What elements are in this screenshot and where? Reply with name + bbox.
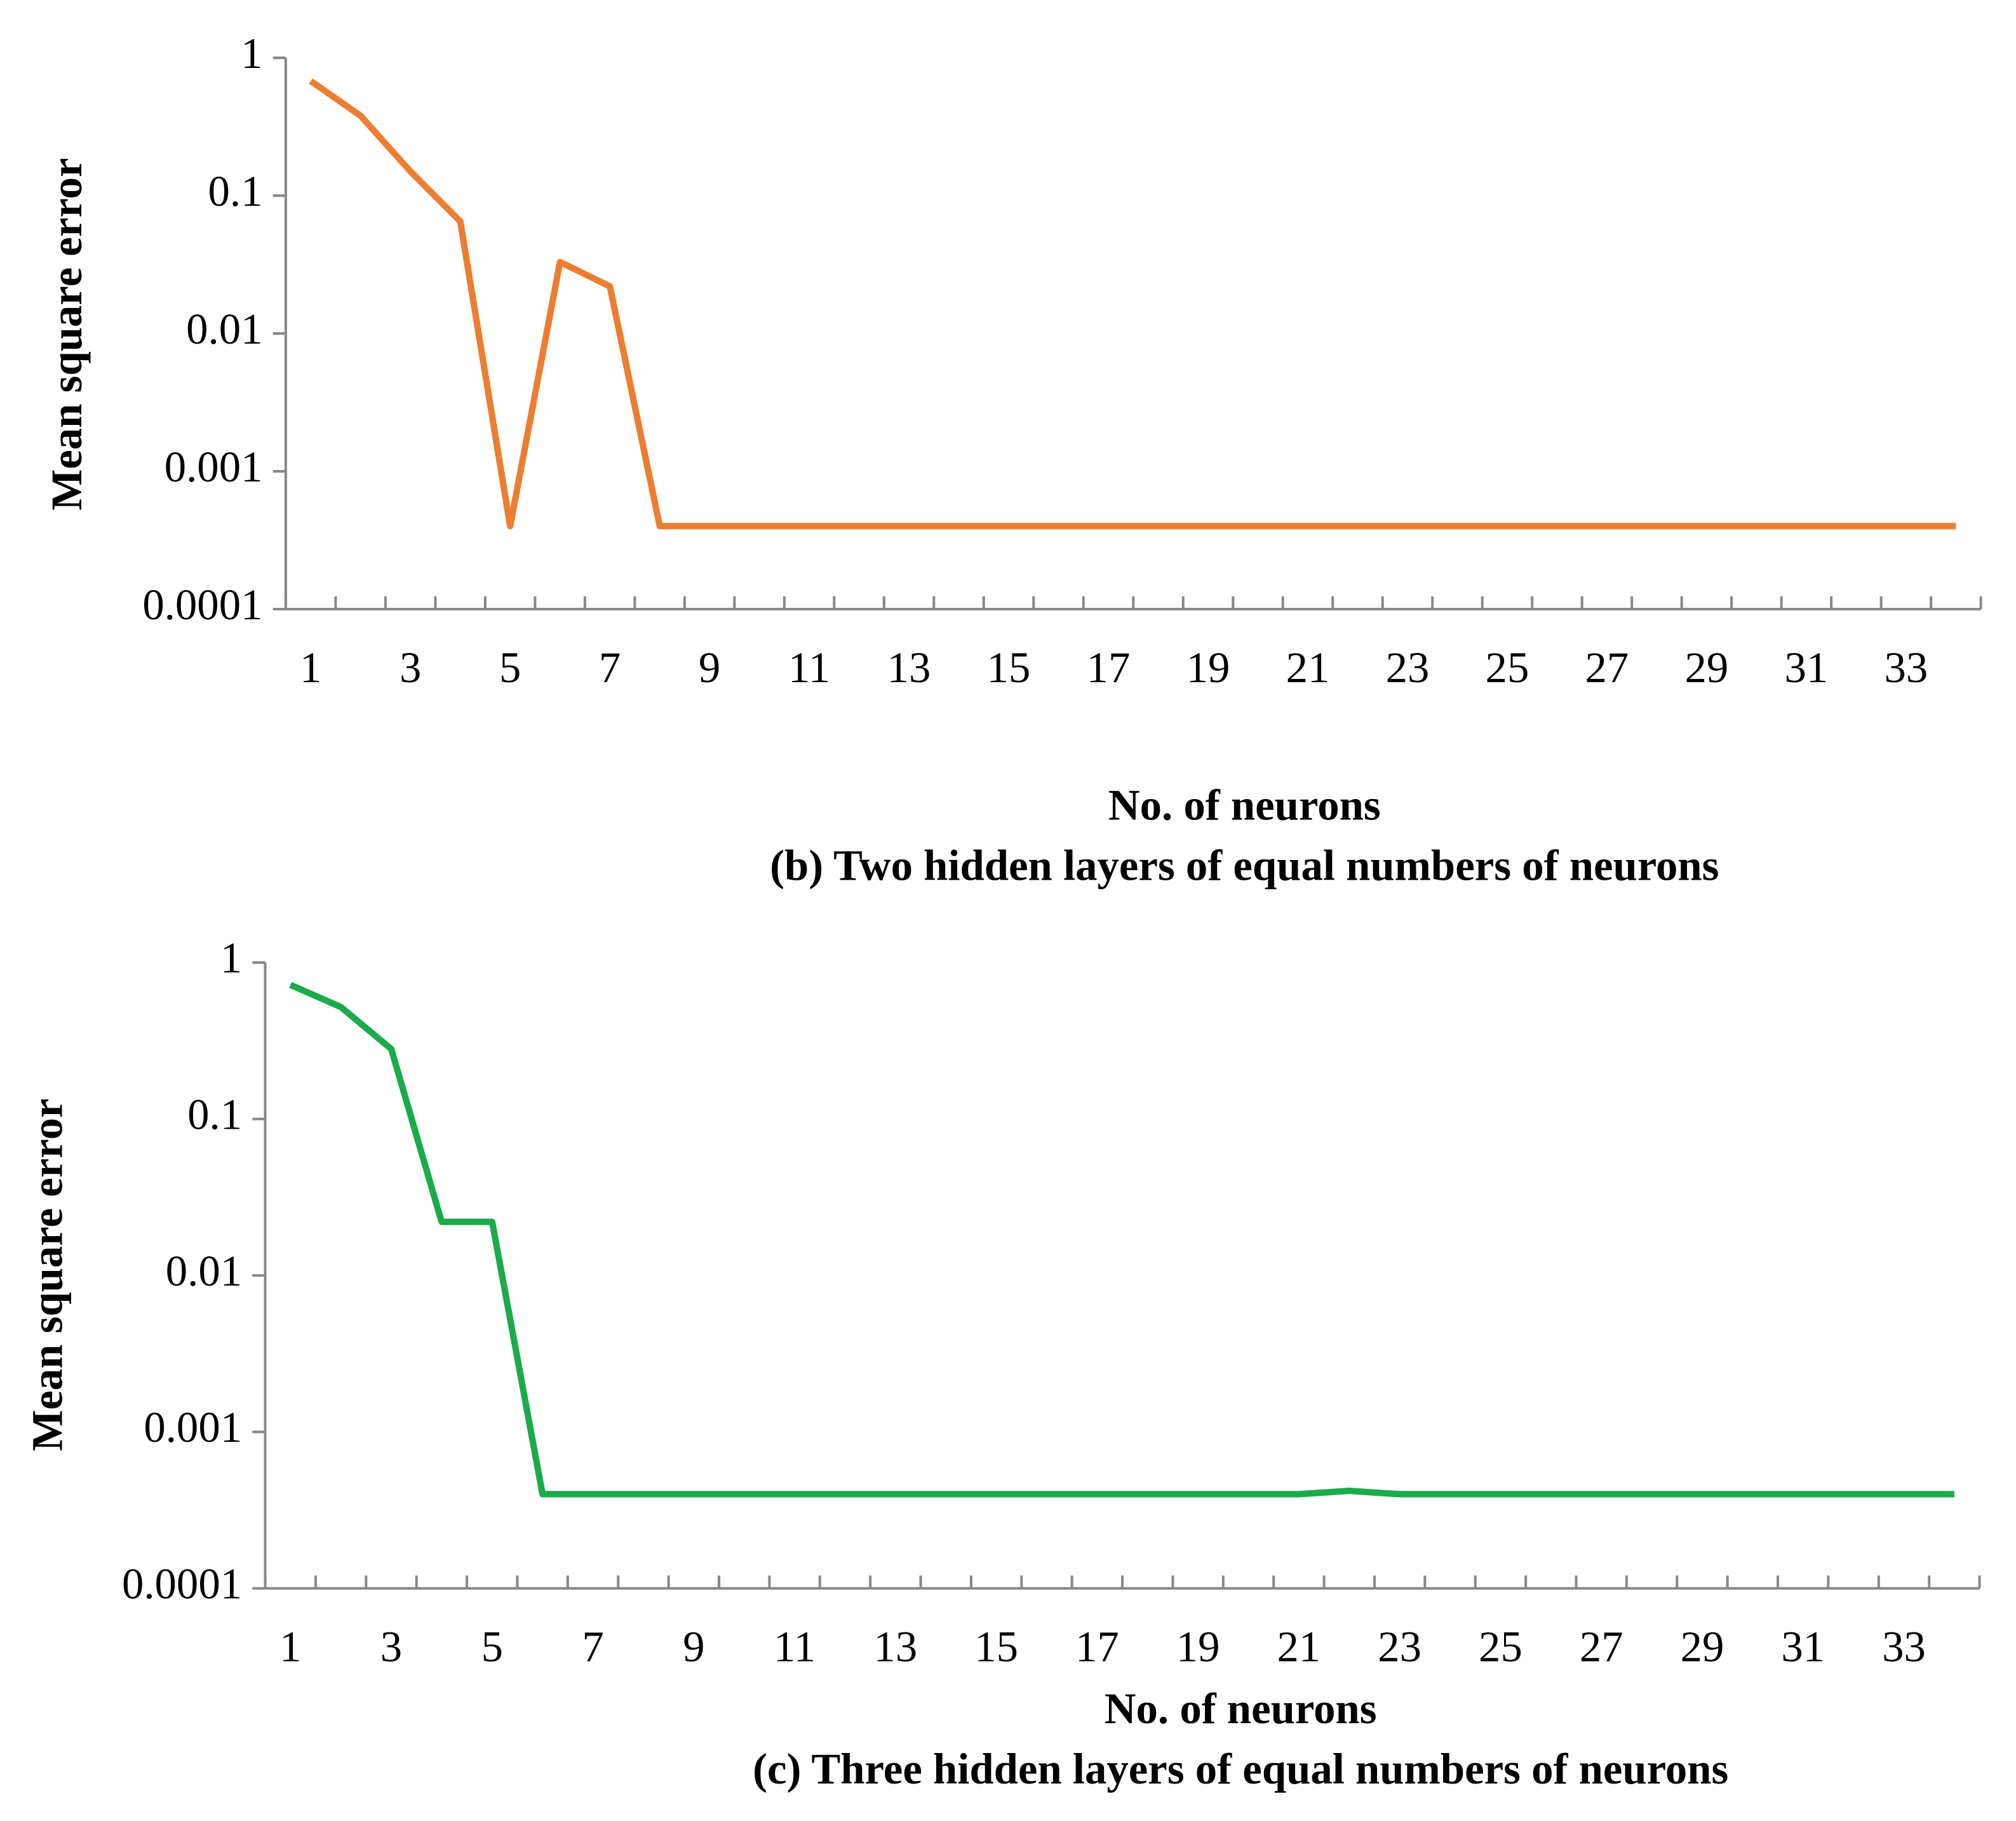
y-tick-label: 0.1 xyxy=(208,167,263,215)
y-tick-label: 1 xyxy=(241,29,262,77)
x-tick-label: 27 xyxy=(1580,1623,1623,1671)
x-tick-label: 9 xyxy=(683,1623,704,1671)
x-tick-label: 19 xyxy=(1176,1623,1220,1671)
caption: (b) Two hidden layers of equal numbers o… xyxy=(770,842,1719,890)
y-tick-label: 0.01 xyxy=(186,305,262,353)
data-line xyxy=(289,982,1954,1498)
x-tick-label: 33 xyxy=(1882,1623,1926,1671)
y-tick-label: 0.01 xyxy=(166,1247,242,1295)
x-tick-label: 13 xyxy=(887,643,931,692)
x-axis-label: No. of neurons xyxy=(1108,781,1381,829)
x-tick-label: 21 xyxy=(1286,643,1330,692)
y-tick-label: 0.001 xyxy=(165,443,263,491)
x-axis-label: No. of neurons xyxy=(1105,1684,1377,1733)
x-tick-label: 31 xyxy=(1781,1623,1825,1671)
x-tick-label: 13 xyxy=(873,1623,917,1671)
x-tick-label: 23 xyxy=(1378,1623,1421,1671)
x-tick-label: 15 xyxy=(974,1623,1018,1671)
y-tick-label: 0.001 xyxy=(144,1403,242,1451)
x-tick-label: 7 xyxy=(582,1623,603,1671)
x-tick-label: 31 xyxy=(1785,643,1829,692)
x-tick-label: 25 xyxy=(1479,1623,1522,1671)
y-tick-label: 0.1 xyxy=(187,1091,242,1139)
y-axis-label: Mean square error xyxy=(23,1098,71,1451)
y-tick-label: 0.0001 xyxy=(142,581,262,629)
x-tick-label: 1 xyxy=(279,1623,301,1671)
x-tick-label: 33 xyxy=(1885,643,1928,692)
x-tick-label: 17 xyxy=(1075,1623,1119,1671)
x-tick-label: 27 xyxy=(1585,643,1629,692)
x-tick-label: 25 xyxy=(1486,643,1529,692)
y-tick-label: 1 xyxy=(220,934,242,982)
x-tick-label: 29 xyxy=(1681,1623,1724,1671)
x-tick-label: 3 xyxy=(400,643,421,692)
x-tick-label: 7 xyxy=(599,643,621,692)
y-axis-label: Mean square error xyxy=(43,158,91,510)
x-tick-label: 1 xyxy=(300,643,321,692)
x-tick-label: 29 xyxy=(1685,643,1729,692)
caption: (c) Three hidden layers of equal numbers… xyxy=(753,1745,1728,1793)
x-tick-label: 5 xyxy=(499,643,521,692)
x-tick-label: 19 xyxy=(1186,643,1230,692)
x-tick-label: 5 xyxy=(481,1623,503,1671)
x-tick-label: 21 xyxy=(1277,1623,1321,1671)
x-tick-label: 23 xyxy=(1386,643,1430,692)
x-tick-label: 11 xyxy=(788,643,830,692)
x-tick-label: 17 xyxy=(1087,643,1131,692)
data-line xyxy=(309,78,1956,530)
x-tick-label: 9 xyxy=(699,643,720,692)
y-tick-label: 0.0001 xyxy=(122,1560,242,1608)
x-tick-label: 11 xyxy=(774,1623,816,1671)
x-tick-label: 3 xyxy=(380,1623,402,1671)
x-tick-label: 15 xyxy=(987,643,1031,692)
